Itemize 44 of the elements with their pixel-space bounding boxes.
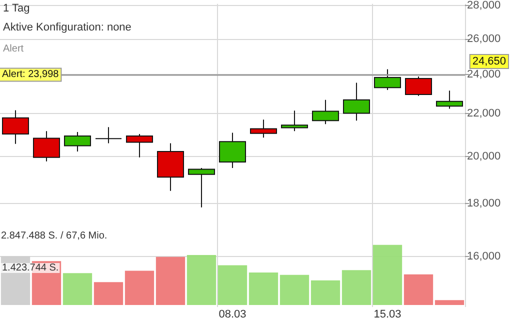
y-tick-label: 20,000 (467, 150, 501, 162)
candlestick (343, 82, 370, 122)
bar (372, 244, 402, 305)
candlestick (436, 90, 463, 110)
annotation: Alert (3, 44, 24, 54)
candlestick (219, 132, 246, 168)
candlestick (188, 167, 215, 208)
candlestick (374, 68, 401, 91)
candlestick (157, 142, 184, 192)
candlestick (405, 76, 432, 96)
bar (310, 280, 340, 305)
chart-subtitle: 1 Tag (3, 2, 30, 14)
bar (124, 270, 154, 305)
annotation: 2.847.488 S. / 67,6 Mio. (1, 230, 108, 242)
candlestick (2, 110, 29, 144)
y-tick-label: 28,000 (467, 0, 501, 12)
bar (186, 255, 216, 305)
bar (342, 270, 372, 305)
y-tick-label: 26,000 (467, 32, 501, 45)
bar (218, 265, 248, 305)
ref-line-label: Alert: 23,998 (2, 69, 60, 80)
bar (62, 273, 92, 305)
candlestick (64, 132, 91, 152)
annotation: Aktive Konfiguration: none (3, 22, 132, 34)
bar (434, 300, 464, 305)
bar (156, 256, 186, 305)
y-tick-label: 22,000 (467, 108, 501, 120)
candlestick (281, 110, 308, 132)
candlestick (95, 126, 122, 144)
candlestick (126, 133, 153, 158)
x-tick-label: 15.03 (374, 308, 402, 320)
bar (280, 274, 310, 305)
candlestick (250, 119, 277, 138)
candlestick (312, 99, 339, 125)
annotation: 1.423.744 S. (2, 262, 59, 274)
x-tick-label: 08.03 (218, 308, 246, 320)
y-tick-label: 16,000 (467, 250, 501, 263)
bar (248, 272, 278, 305)
bar (94, 282, 124, 305)
candlestick (33, 130, 60, 162)
y-tick-label: 18,000 (467, 198, 501, 210)
text: 24,650 (472, 56, 506, 68)
y-tick-label: 24,000 (467, 68, 501, 81)
bar (404, 274, 434, 305)
